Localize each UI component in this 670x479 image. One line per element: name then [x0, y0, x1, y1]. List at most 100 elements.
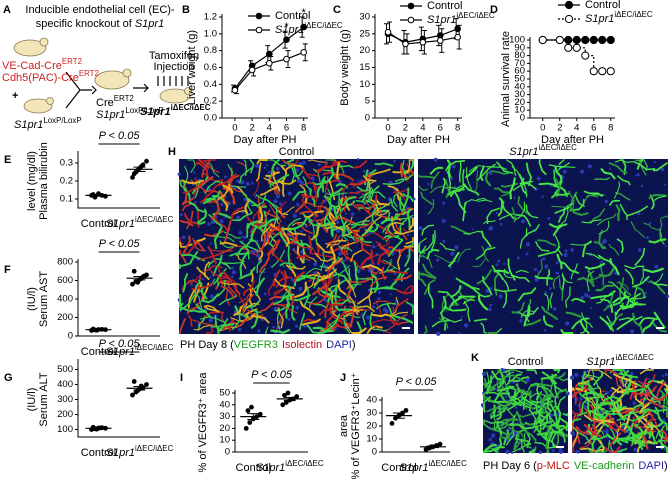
nucleus: [505, 449, 510, 454]
x-category-label-main: S1pr1: [399, 462, 428, 474]
nucleus: [442, 239, 446, 243]
nucleus: [460, 315, 463, 319]
vessel-stain: [437, 290, 459, 306]
vessel-stain: [430, 230, 436, 251]
vessel-stain: [579, 319, 590, 334]
vessel-stain: [493, 272, 500, 296]
nucleus: [590, 306, 593, 309]
y-tick-label: 40: [514, 81, 525, 92]
vessel-stain: [368, 179, 371, 195]
vessel-stain: [554, 425, 569, 431]
vessel-stain: [633, 385, 658, 396]
vessel-stain: [506, 385, 518, 404]
cre-line-sup: ERT2: [79, 69, 99, 78]
vessel-stain: [429, 185, 446, 194]
nucleus: [263, 292, 267, 296]
nucleus: [630, 371, 634, 376]
sem-bar: [92, 194, 105, 197]
vessel-stain: [634, 413, 648, 428]
vessel-stain: [632, 312, 644, 334]
data-point: [282, 392, 287, 398]
vessel-stain: [264, 326, 269, 334]
nucleus: [418, 226, 423, 231]
vessel-stain: [552, 223, 568, 236]
vessel-stain: [257, 209, 271, 228]
legend-marker: [564, 0, 574, 10]
nucleus: [179, 213, 183, 217]
vessel-stain: [637, 159, 648, 172]
vessel-stain: [536, 406, 545, 418]
vessel-stain: [192, 237, 206, 252]
y-tick-label: 300: [57, 394, 73, 405]
p-value: P < 0.05: [99, 238, 141, 250]
vessel-stain: [348, 268, 355, 289]
schematic-arrows: [65, 71, 189, 109]
nucleus: [442, 201, 446, 205]
vessel-stain: [468, 164, 485, 172]
vessel-stain: [183, 197, 195, 205]
axis: [529, 37, 615, 119]
vessel-stain: [590, 290, 616, 300]
vessel-stain: [483, 446, 505, 453]
nucleus: [300, 230, 303, 233]
vessel-stain: [614, 159, 635, 163]
vessel-stain: [583, 194, 599, 204]
vessel-stain: [458, 161, 462, 183]
vessel-stain: [405, 301, 414, 315]
vessel-stain: [420, 191, 433, 205]
nucleus: [495, 211, 499, 215]
nucleus: [257, 329, 261, 333]
vessel-stain: [624, 388, 644, 395]
result-label: S1pr1iΔEC/iΔEC: [140, 103, 211, 118]
image-caption: PH Day 8 (VEGFR3 Isolectin DAPI): [180, 339, 356, 351]
vessel-stain: [217, 323, 235, 333]
nucleus: [261, 239, 265, 242]
vessel-stain: [553, 368, 561, 374]
vessel-stain: [496, 161, 514, 174]
vessel-stain: [482, 443, 497, 454]
vessel-stain: [439, 296, 447, 315]
vessel-stain: [183, 242, 199, 256]
nucleus: [574, 372, 579, 377]
vessel-stain: [585, 274, 604, 281]
vessel-stain: [458, 290, 476, 301]
marker: [419, 38, 427, 46]
vessel-stain: [565, 286, 571, 308]
vessel-stain: [506, 159, 516, 176]
vessel-stain: [278, 307, 284, 329]
vessel-stain: [351, 327, 367, 335]
vessel-stain: [342, 189, 346, 213]
vessel-stain: [422, 234, 434, 253]
vessel-stain: [601, 395, 620, 405]
vessel-stain: [473, 288, 491, 298]
vessel-stain: [384, 270, 408, 274]
vessel-stain: [595, 284, 616, 292]
nucleus: [580, 169, 585, 174]
vessel-stain: [316, 288, 330, 298]
cre-line-main: VE-Cad-Cre: [2, 60, 62, 72]
vessel-stain: [509, 423, 535, 430]
vessel-stain: [362, 198, 380, 206]
vessel-stain: [387, 239, 404, 257]
vessel-stain: [331, 160, 347, 164]
y-tick-label: 30: [366, 408, 377, 419]
nucleus: [664, 373, 668, 377]
vessel-stain: [256, 233, 266, 254]
vessel-stain: [340, 241, 356, 250]
vessel-stain: [581, 382, 597, 395]
sem-bar: [133, 166, 146, 172]
nucleus: [344, 212, 348, 215]
vessel-stain: [294, 274, 306, 287]
vessel-stain: [557, 396, 566, 412]
y-tick-label: 30: [514, 89, 525, 100]
nucleus: [570, 248, 575, 252]
vessel-stain: [494, 437, 503, 452]
vessel-stain: [253, 180, 260, 196]
nucleus: [209, 276, 212, 279]
nucleus: [538, 450, 543, 454]
y-tick-label: 20: [359, 45, 370, 56]
nucleus: [602, 239, 607, 244]
vessel-stain: [554, 202, 574, 214]
nucleus: [580, 295, 585, 300]
marker: [231, 86, 239, 94]
